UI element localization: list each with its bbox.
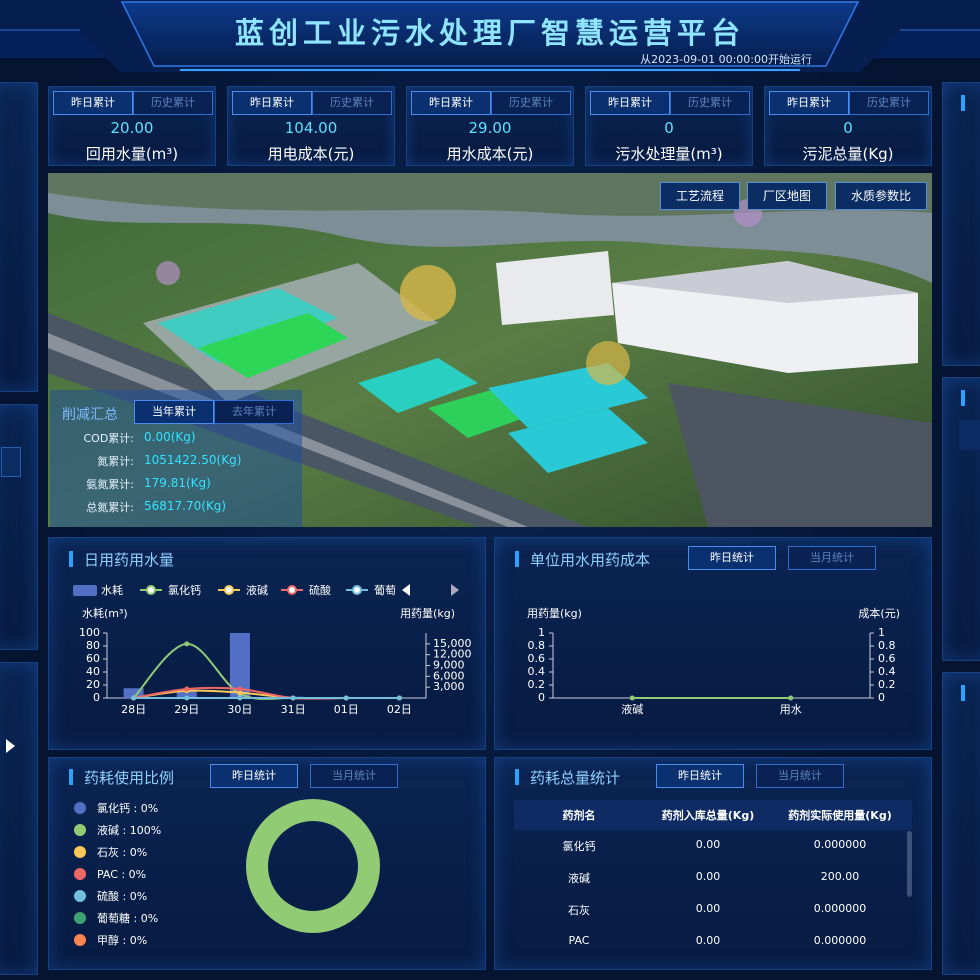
kpi-tab[interactable]: 昨日累计 — [232, 91, 312, 115]
table-cell: 石灰 — [568, 904, 590, 917]
side-box — [959, 420, 980, 450]
kpi-label: 用电成本(元) — [267, 145, 355, 163]
reduction-value: 0.00(Kg) — [144, 430, 196, 444]
table-cell: 200.00 — [820, 870, 860, 883]
title-bar — [961, 95, 965, 111]
panel-title: 药耗总量统计 — [530, 769, 621, 787]
reduction-label: 总氮累计: — [86, 501, 134, 514]
table-header-cell: 药剂名 — [562, 809, 596, 822]
kpi-card: 昨日累计 历史累计 20.00 回用水量(m³) — [48, 86, 216, 166]
side-panel — [0, 82, 38, 392]
kpi-tab[interactable]: 历史累计 — [491, 91, 571, 115]
title-bar — [69, 769, 73, 785]
panel-title: 药耗使用比例 — [84, 769, 175, 787]
title-bar — [515, 769, 519, 785]
table-cell: 0.000000 — [813, 902, 867, 915]
map-button[interactable]: 水质参数比 — [835, 182, 927, 210]
side-panel — [0, 404, 38, 650]
table-cell: 氯化钙 — [562, 840, 596, 853]
kpi-tab[interactable]: 昨日累计 — [53, 91, 133, 115]
kpi-tab[interactable]: 昨日累计 — [590, 91, 670, 115]
kpi-card: 昨日累计 历史累计 104.00 用电成本(元) — [227, 86, 395, 166]
kpi-value: 20.00 — [110, 119, 154, 137]
kpi-tab[interactable]: 历史累计 — [849, 91, 929, 115]
kpi-value: 104.00 — [284, 119, 338, 137]
stat-tab[interactable]: 当月统计 — [756, 764, 844, 788]
reduction-label: 氨氮累计: — [86, 478, 134, 491]
kpi-label: 污泥总量(Kg) — [802, 145, 894, 163]
title-bar — [515, 551, 519, 567]
table-cell: 0.00 — [695, 838, 721, 851]
page-title: 蓝创工业污水处理厂智慧运营平台 — [234, 16, 745, 50]
table-cell: 0.00 — [695, 870, 721, 883]
table-header-cell: 药剂实际使用量(Kg) — [788, 809, 892, 822]
kpi-tab[interactable]: 昨日累计 — [769, 91, 849, 115]
panel-title: 单位用水用药成本 — [530, 551, 651, 569]
table-cell: 0.000000 — [813, 934, 867, 947]
kpi-value: 0 — [843, 119, 853, 137]
side-panel — [942, 82, 980, 366]
kpi-tab[interactable]: 历史累计 — [312, 91, 392, 115]
table-cell: 0.00 — [695, 902, 721, 915]
reduction-value: 56817.70(Kg) — [144, 499, 227, 513]
reduction-tab[interactable]: 当年累计 — [134, 400, 214, 424]
table-cell: PAC — [568, 934, 590, 947]
panel-title: 日用药用水量 — [84, 551, 175, 569]
side-panel — [0, 662, 38, 975]
chart-panel — [494, 537, 932, 750]
table-panel — [494, 757, 932, 970]
reduction-label: COD累计: — [83, 432, 134, 445]
side-tab — [1, 447, 21, 477]
reduction-label: 氮累计: — [97, 455, 134, 468]
kpi-value: 29.00 — [468, 119, 512, 137]
kpi-card: 昨日累计 历史累计 0 污水处理量(m³) — [585, 86, 753, 166]
reduction-value: 1051422.50(Kg) — [144, 453, 242, 467]
kpi-tab[interactable]: 昨日累计 — [411, 91, 491, 115]
kpi-card: 昨日累计 历史累计 29.00 用水成本(元) — [406, 86, 574, 166]
stat-tab[interactable]: 昨日统计 — [210, 764, 298, 788]
stat-tab[interactable]: 昨日统计 — [688, 546, 776, 570]
reduction-value: 179.81(Kg) — [144, 476, 211, 490]
kpi-label: 污水处理量(m³) — [615, 145, 723, 163]
side-panel — [942, 672, 980, 975]
reduction-title: 削减汇总 — [62, 407, 118, 423]
expand-arrow[interactable] — [6, 739, 16, 753]
run-since: 从2023-09-01 00:00:00开始运行 — [640, 53, 812, 66]
stat-tab[interactable]: 当月统计 — [310, 764, 398, 788]
kpi-label: 回用水量(m³) — [85, 145, 179, 163]
map-button[interactable]: 工艺流程 — [660, 182, 740, 210]
kpi-value: 0 — [664, 119, 674, 137]
table-cell: 液碱 — [568, 872, 590, 885]
title-bar — [69, 551, 73, 567]
reduction-tab[interactable]: 去年累计 — [214, 400, 294, 424]
table-header-cell: 药剂入库总量(Kg) — [661, 809, 755, 822]
table-cell: 0.00 — [695, 934, 721, 947]
side-panel — [942, 377, 980, 661]
table-header — [514, 800, 912, 830]
kpi-tab[interactable]: 历史累计 — [133, 91, 213, 115]
scrollbar[interactable] — [907, 831, 912, 897]
reduction-summary: 削减汇总 当年累计 去年累计 COD累计: 0.00(Kg) 氮累计: 1051422.50… — [50, 390, 302, 527]
map-button[interactable]: 厂区地图 — [747, 182, 827, 210]
header-frame — [0, 0, 980, 72]
table-cell: 0.000000 — [813, 838, 867, 851]
stat-tab[interactable]: 当月统计 — [788, 546, 876, 570]
chart-panel — [48, 757, 486, 970]
stat-tab[interactable]: 昨日统计 — [656, 764, 744, 788]
title-bar — [961, 685, 965, 701]
title-bar — [961, 390, 965, 406]
kpi-tab[interactable]: 历史累计 — [670, 91, 750, 115]
kpi-label: 用水成本(元) — [446, 145, 534, 163]
kpi-card: 昨日累计 历史累计 0 污泥总量(Kg) — [764, 86, 932, 166]
